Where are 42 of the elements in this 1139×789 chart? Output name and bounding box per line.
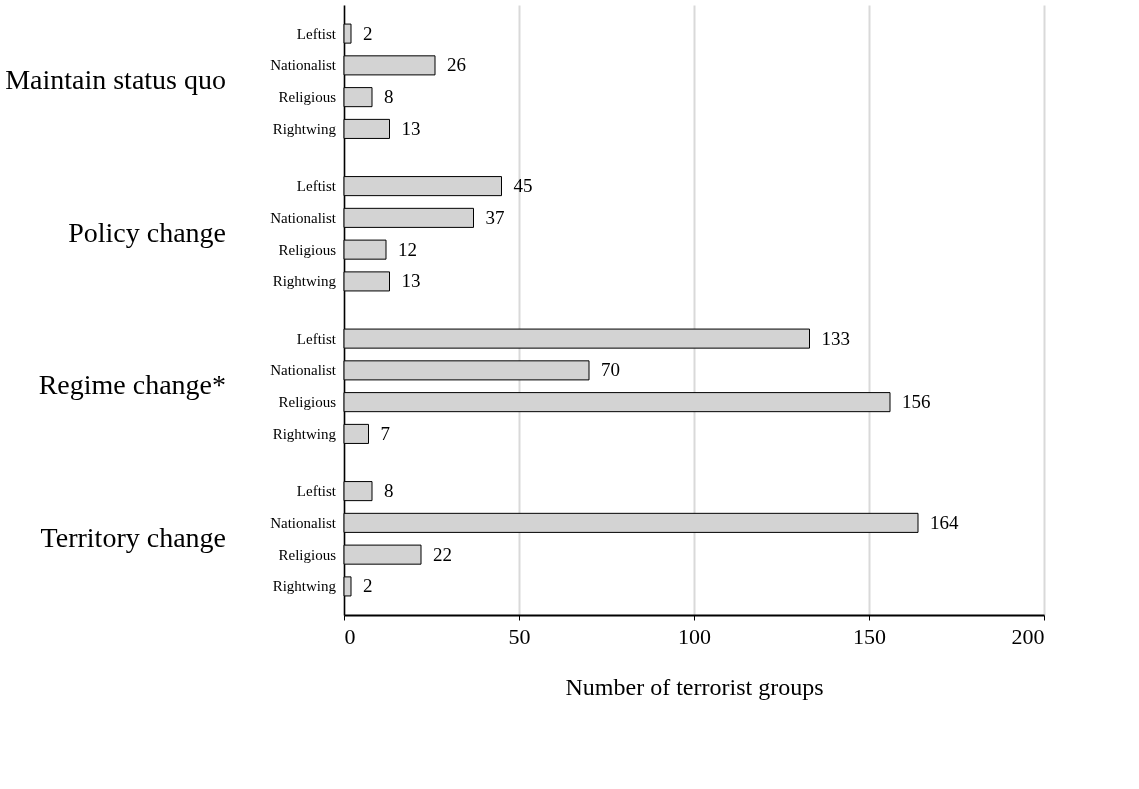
data-label: 7 bbox=[380, 422, 390, 444]
y-tick-label: Nationalist bbox=[270, 362, 337, 379]
data-label: 70 bbox=[601, 359, 620, 381]
y-tick-label: Religious bbox=[278, 241, 337, 258]
x-tick-label: 150 bbox=[853, 623, 886, 649]
text: Regime change* bbox=[38, 369, 226, 401]
x-tick-label: 200 bbox=[1011, 623, 1045, 649]
data-label: 2 bbox=[363, 575, 373, 597]
y-tick-label: Nationalist bbox=[270, 514, 337, 531]
text: Maintain status quo bbox=[5, 64, 226, 96]
data-label: 133 bbox=[821, 327, 850, 349]
x-axis-title: Number of terrorist groups bbox=[565, 673, 824, 700]
data-label: 8 bbox=[384, 86, 394, 108]
y-tick-label: Religious bbox=[278, 89, 337, 106]
y-tick-label: Nationalist bbox=[270, 57, 337, 74]
data-label: 164 bbox=[930, 511, 959, 533]
x-tick-label: 100 bbox=[678, 623, 711, 649]
data-label: 12 bbox=[398, 238, 417, 260]
data-label: 8 bbox=[384, 480, 394, 502]
y-tick-label: Leftist bbox=[296, 178, 337, 195]
y-tick-label: Rightwing bbox=[272, 120, 337, 137]
data-label: 156 bbox=[902, 391, 931, 413]
data-label: 37 bbox=[485, 206, 505, 228]
x-tick-label: 50 bbox=[508, 623, 531, 649]
y-tick-label: Religious bbox=[278, 394, 337, 411]
data-label: 45 bbox=[513, 175, 533, 197]
y-tick-label: Leftist bbox=[296, 25, 337, 42]
y-tick-label: Religious bbox=[278, 546, 337, 563]
y-tick-label: Leftist bbox=[296, 483, 337, 500]
data-label: 2 bbox=[363, 22, 373, 44]
y-tick-label: Rightwing bbox=[272, 425, 337, 442]
text: Territory change bbox=[40, 521, 226, 553]
data-label: 13 bbox=[401, 270, 421, 292]
y-tick-label: Rightwing bbox=[272, 273, 337, 290]
y-tick-label: Rightwing bbox=[272, 578, 337, 595]
data-label: 22 bbox=[433, 543, 452, 565]
x-tick-label: 0 bbox=[344, 623, 356, 649]
data-label: 13 bbox=[401, 117, 421, 139]
y-tick-label: Leftist bbox=[296, 330, 337, 347]
y-tick-label: Nationalist bbox=[270, 209, 337, 226]
text: Policy change bbox=[68, 216, 226, 248]
data-label: 26 bbox=[447, 54, 466, 76]
